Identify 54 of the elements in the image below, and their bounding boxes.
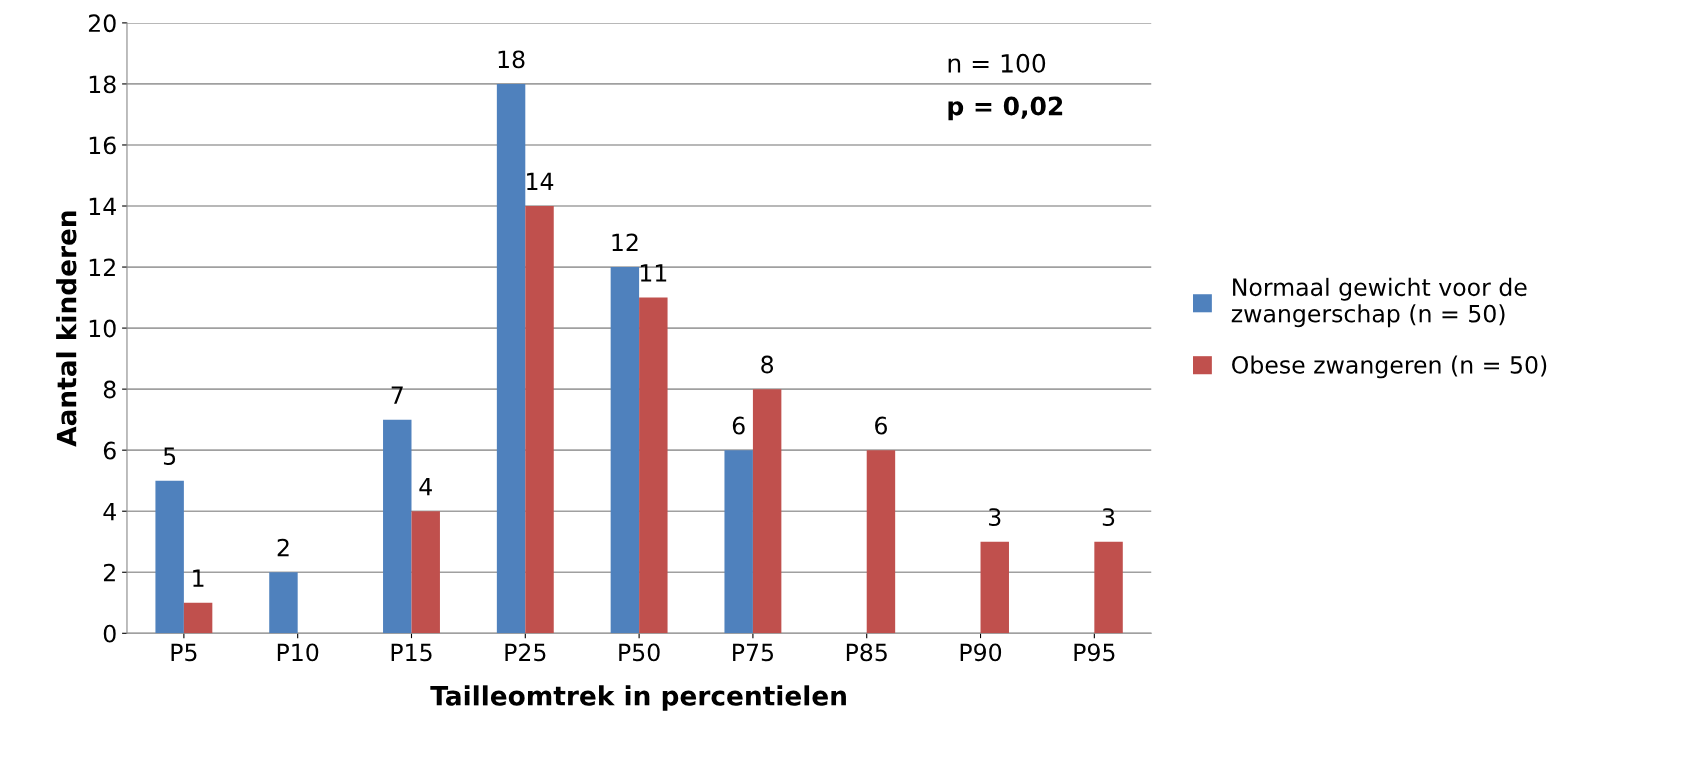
data-label: 4: [419, 477, 432, 496]
legend-label: Obese zwangeren (n = 50): [1232, 355, 1547, 379]
data-label: 5: [163, 447, 176, 465]
x-tick-label: P85: [846, 643, 887, 662]
data-label: 2: [277, 538, 289, 557]
bar: [183, 602, 213, 634]
y-tick-label: 4: [103, 502, 116, 521]
y-tick-label: 10: [89, 319, 116, 338]
data-label: 12: [612, 233, 638, 252]
data-label: 6: [875, 416, 887, 435]
bar: [639, 297, 668, 634]
data-label: 18: [498, 50, 525, 69]
data-label: 3: [989, 508, 1001, 527]
bar: [1094, 541, 1123, 634]
x-tick-label: P5: [171, 643, 197, 662]
bar: [411, 511, 440, 634]
y-tick-label: 20: [88, 14, 116, 33]
bar: [980, 541, 1009, 634]
y-tick-label: 12: [89, 258, 115, 277]
bar: [525, 206, 554, 634]
x-tick-label: P25: [505, 643, 546, 662]
y-tick-label: 8: [103, 380, 116, 399]
x-tick-label: P50: [619, 643, 660, 662]
bar: [724, 450, 753, 634]
bar: [269, 572, 298, 634]
data-label: 14: [527, 172, 554, 190]
y-axis-title: Aantal kinderen: [56, 211, 77, 447]
y-tick-label: 0: [103, 624, 116, 643]
x-tick-label: P90: [960, 643, 1002, 662]
data-label: 3: [1102, 508, 1115, 527]
data-label: 8: [761, 355, 774, 374]
legend-label: Normaal gewicht voor de zwangerschap (n = 50): [1231, 277, 1527, 328]
data-label: 7: [391, 386, 403, 404]
y-tick-label: 6: [103, 441, 116, 460]
bar: [383, 419, 412, 634]
y-tick-label: 2: [103, 563, 115, 582]
y-tick-label: 16: [89, 136, 116, 155]
x-tick-label: P95: [1074, 643, 1115, 662]
x-tick-label: P15: [391, 643, 432, 662]
annotation: p = 0,02: [948, 96, 1063, 121]
bar: [866, 450, 896, 634]
bar: [752, 389, 782, 634]
y-tick-label: 14: [89, 197, 116, 215]
data-label: 11: [640, 264, 667, 282]
data-label: 1: [193, 569, 204, 587]
annotation: n = 100: [948, 53, 1046, 73]
x-tick-label: P75: [733, 643, 773, 662]
x-axis-title: Tailleomtrek in percentielen: [430, 685, 846, 711]
bar: [610, 267, 640, 634]
x-tick-label: P10: [277, 643, 319, 662]
bar: [496, 83, 526, 634]
y-tick-label: 18: [89, 75, 116, 94]
bar: [155, 480, 184, 634]
data-label: 6: [732, 416, 745, 435]
